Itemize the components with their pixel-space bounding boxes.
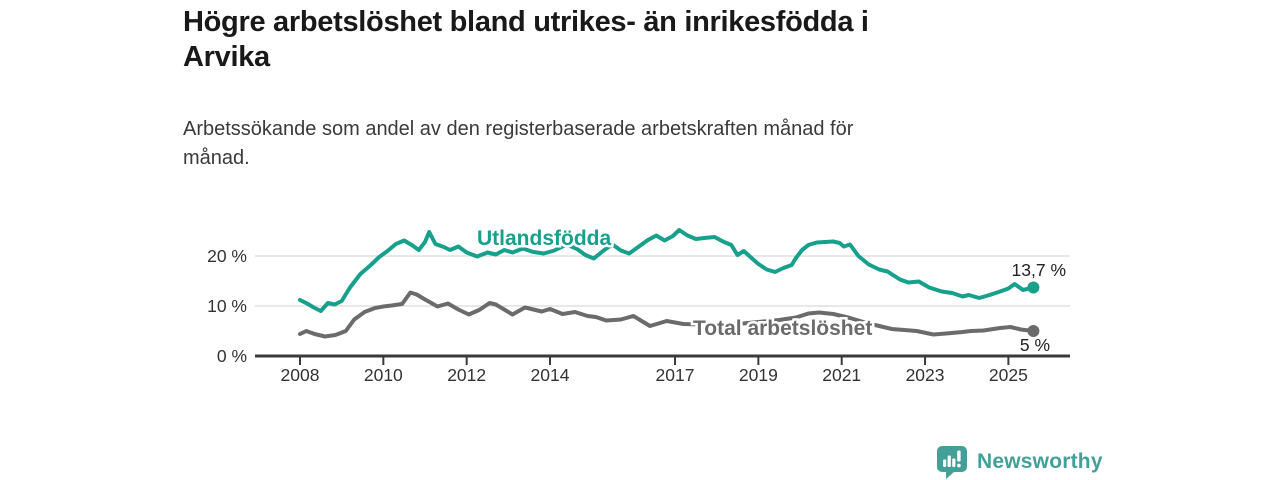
chart-subtitle-line2: månad. — [183, 147, 250, 169]
page-title: Högre arbetslöshet bland utrikes- än inr… — [183, 5, 869, 75]
y-axis-tick-label: 10 % — [207, 296, 247, 316]
series-utlandsfodda-line — [298, 228, 1036, 313]
series-total-line — [298, 290, 1036, 339]
chart-subtitle: Arbetssökande som andel av den registerb… — [183, 115, 853, 173]
exclamation-icon-dot — [957, 463, 961, 468]
series-utlandsfodda-label: Utlandsfödda — [477, 227, 611, 250]
gridlines — [255, 255, 1070, 307]
y-axis-labels: 0 % 10 % 20 % — [207, 246, 247, 366]
x-axis-tick-label: 2008 — [281, 365, 320, 385]
newsworthy-logo: Newsworthy — [936, 445, 1103, 479]
bar-chart-glyph-bar3 — [952, 458, 956, 467]
chart-subtitle-line1: Arbetssökande som andel av den registerb… — [183, 118, 854, 140]
series-lines — [298, 228, 1040, 339]
bar-chart-glyph-bar1 — [943, 459, 947, 467]
y-axis-tick-label: 20 % — [207, 246, 247, 266]
speech-bubble-shape — [937, 446, 967, 479]
x-axis-tick-label: 2017 — [656, 365, 695, 385]
series-total-label: Total arbetslöshet — [693, 317, 872, 340]
series-utlandsfodda-end-dot — [1027, 281, 1040, 294]
bar-chart-glyph-bar2 — [947, 455, 951, 467]
y-axis-tick-label: 0 % — [217, 346, 247, 366]
exclamation-icon-bar — [957, 450, 961, 462]
x-axis-tick-label: 2025 — [989, 365, 1028, 385]
x-axis-tick-label: 2023 — [906, 365, 945, 385]
x-axis-tick-label: 2012 — [447, 365, 486, 385]
x-axis-tick-label: 2014 — [531, 365, 570, 385]
page-title-line1: Högre arbetslöshet bland utrikes- än inr… — [183, 6, 869, 38]
series-total-end-dot — [1027, 325, 1040, 337]
series-total-end-label: 5 % — [1020, 335, 1050, 355]
x-axis-tick-label: 2021 — [822, 365, 861, 385]
series-utlandsfodda-end-label: 13,7 % — [1012, 260, 1066, 280]
x-axis: 2008 2010 2012 2014 2017 2019 2021 2023 2025 — [255, 354, 1070, 385]
x-axis-tick-label: 2010 — [364, 365, 403, 385]
page-title-line2: Arvika — [183, 41, 270, 73]
x-axis-tick-label: 2019 — [739, 365, 778, 385]
newsworthy-logo-icon — [937, 446, 967, 479]
brand-name: Newsworthy — [977, 450, 1103, 473]
